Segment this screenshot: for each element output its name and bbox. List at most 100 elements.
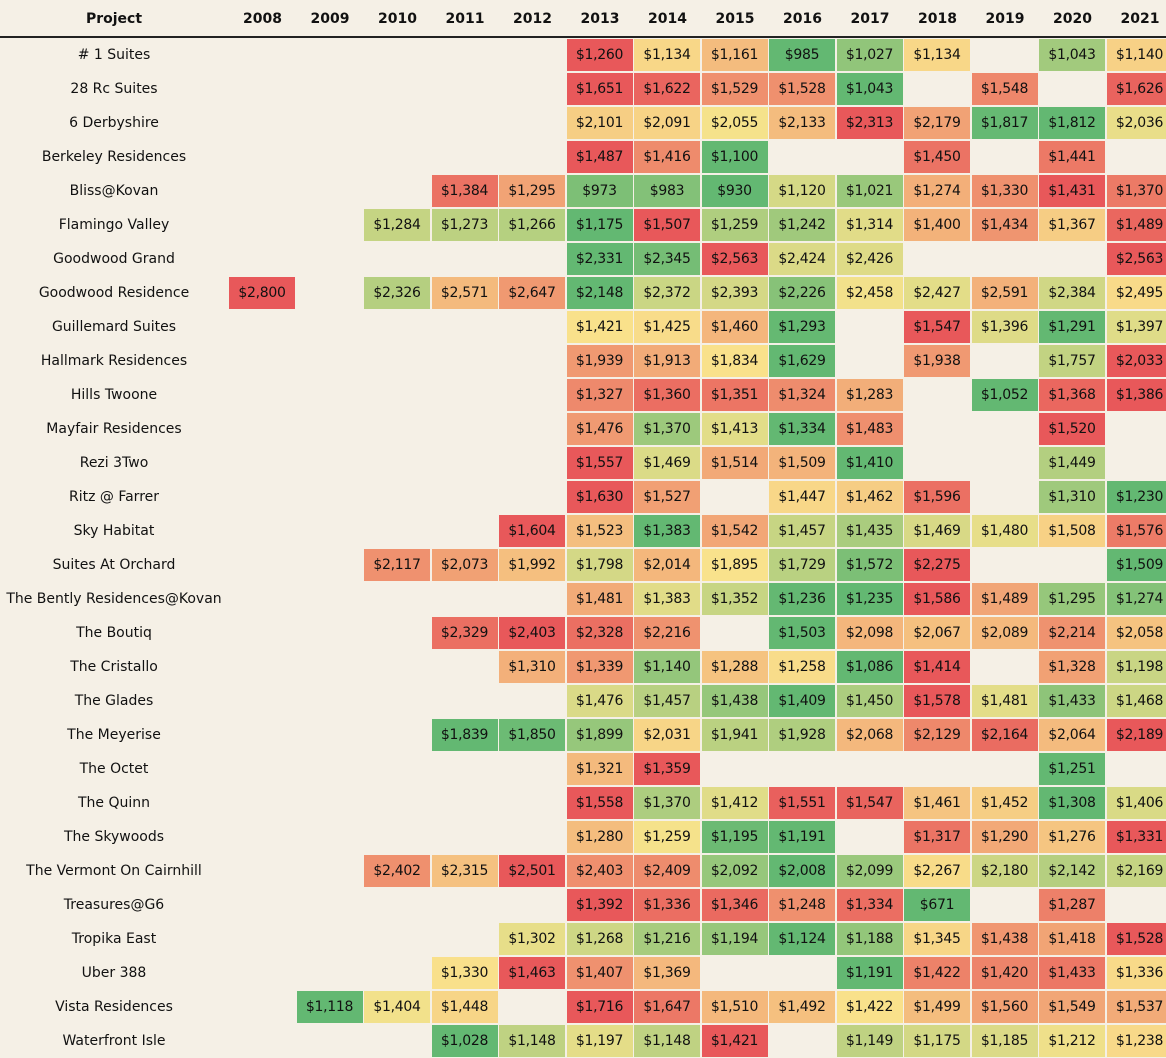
price-cell: $1,547 bbox=[904, 311, 970, 343]
price-cell: $1,140 bbox=[634, 651, 700, 683]
price-cell: $1,345 bbox=[904, 923, 970, 955]
price-cell: $1,481 bbox=[567, 583, 633, 615]
price-cell: $2,033 bbox=[1107, 345, 1166, 377]
table-row: Waterfront Isle$1,028$1,148$1,197$1,148$… bbox=[0, 1024, 1166, 1058]
price-cell: $1,027 bbox=[837, 39, 903, 71]
price-cell: $1,551 bbox=[769, 787, 835, 819]
price-cell: $1,236 bbox=[769, 583, 835, 615]
price-cell: $2,427 bbox=[904, 277, 970, 309]
price-cell: $1,021 bbox=[837, 175, 903, 207]
table-row: The Skywoods$1,280$1,259$1,195$1,191$1,3… bbox=[0, 820, 1166, 854]
price-cell: $1,938 bbox=[904, 345, 970, 377]
price-cell: $1,383 bbox=[634, 515, 700, 547]
price-cell: $1,086 bbox=[837, 651, 903, 683]
price-cell: $1,509 bbox=[769, 447, 835, 479]
table-row: 28 Rc Suites$1,651$1,622$1,529$1,528$1,0… bbox=[0, 72, 1166, 106]
project-name: The Vermont On Cairnhill bbox=[0, 854, 228, 888]
price-cell: $1,188 bbox=[837, 923, 903, 955]
price-cell: $1,360 bbox=[634, 379, 700, 411]
price-cell: $2,089 bbox=[972, 617, 1038, 649]
price-cell: $1,367 bbox=[1039, 209, 1105, 241]
project-name: Bliss@Kovan bbox=[0, 174, 228, 208]
price-cell: $1,118 bbox=[297, 991, 363, 1023]
price-cell: $1,422 bbox=[904, 957, 970, 989]
price-cell: $1,433 bbox=[1039, 685, 1105, 717]
price-cell: $1,433 bbox=[1039, 957, 1105, 989]
price-cell: $1,352 bbox=[702, 583, 768, 615]
price-cell: $1,406 bbox=[1107, 787, 1166, 819]
price-cell: $2,101 bbox=[567, 107, 633, 139]
project-name: Uber 388 bbox=[0, 956, 228, 990]
table-row: Goodwood Grand$2,331$2,345$2,563$2,424$2… bbox=[0, 242, 1166, 276]
price-cell: $1,330 bbox=[972, 175, 1038, 207]
price-cell: $2,647 bbox=[499, 277, 565, 309]
price-cell: $1,295 bbox=[1039, 583, 1105, 615]
price-cell: $1,368 bbox=[1039, 379, 1105, 411]
price-cell: $1,928 bbox=[769, 719, 835, 751]
price-cell: $1,448 bbox=[432, 991, 498, 1023]
price-cell: $1,409 bbox=[769, 685, 835, 717]
price-cell: $2,036 bbox=[1107, 107, 1166, 139]
price-cell: $1,520 bbox=[1039, 413, 1105, 445]
price-cell: $1,369 bbox=[634, 957, 700, 989]
price-cell: $2,092 bbox=[702, 855, 768, 887]
price-cell: $2,117 bbox=[364, 549, 430, 581]
price-cell: $2,067 bbox=[904, 617, 970, 649]
price-cell: $1,560 bbox=[972, 991, 1038, 1023]
price-cell: $1,288 bbox=[702, 651, 768, 683]
price-cell: $1,161 bbox=[702, 39, 768, 71]
price-cell: $2,800 bbox=[229, 277, 295, 309]
price-cell: $1,558 bbox=[567, 787, 633, 819]
price-cell: $2,068 bbox=[837, 719, 903, 751]
price-cell: $1,212 bbox=[1039, 1025, 1105, 1057]
price-cell: $2,214 bbox=[1039, 617, 1105, 649]
table-row: Sky Habitat$1,604$1,523$1,383$1,542$1,45… bbox=[0, 514, 1166, 548]
price-cell: $1,258 bbox=[769, 651, 835, 683]
price-cell: $1,457 bbox=[634, 685, 700, 717]
price-cell: $1,330 bbox=[432, 957, 498, 989]
price-cell: $2,403 bbox=[499, 617, 565, 649]
price-cell: $2,267 bbox=[904, 855, 970, 887]
price-cell: $2,563 bbox=[702, 243, 768, 275]
project-name: Waterfront Isle bbox=[0, 1024, 228, 1058]
price-cell: $1,370 bbox=[634, 787, 700, 819]
price-cell: $1,359 bbox=[634, 753, 700, 785]
price-cell: $2,403 bbox=[567, 855, 633, 887]
price-cell: $2,591 bbox=[972, 277, 1038, 309]
price-cell: $1,992 bbox=[499, 549, 565, 581]
price-cell: $1,280 bbox=[567, 821, 633, 853]
price-cell: $985 bbox=[769, 39, 835, 71]
price-cell: $1,576 bbox=[1107, 515, 1166, 547]
price-cell: $2,384 bbox=[1039, 277, 1105, 309]
year-header: 2010 bbox=[364, 0, 431, 36]
price-cell: $1,899 bbox=[567, 719, 633, 751]
price-cell: $1,626 bbox=[1107, 73, 1166, 105]
price-cell: $1,449 bbox=[1039, 447, 1105, 479]
price-cell: $1,290 bbox=[972, 821, 1038, 853]
price-cell: $1,895 bbox=[702, 549, 768, 581]
price-cell: $1,324 bbox=[769, 379, 835, 411]
price-cell: $1,383 bbox=[634, 583, 700, 615]
price-cell: $1,499 bbox=[904, 991, 970, 1023]
price-cell: $1,314 bbox=[837, 209, 903, 241]
table-row: # 1 Suites$1,260$1,134$1,161$985$1,027$1… bbox=[0, 38, 1166, 72]
price-cell: $1,328 bbox=[1039, 651, 1105, 683]
price-cell: $2,571 bbox=[432, 277, 498, 309]
year-header: 2009 bbox=[297, 0, 364, 36]
table-row: Hallmark Residences$1,939$1,913$1,834$1,… bbox=[0, 344, 1166, 378]
price-cell: $1,276 bbox=[1039, 821, 1105, 853]
price-cell: $1,629 bbox=[769, 345, 835, 377]
project-name: Suites At Orchard bbox=[0, 548, 228, 582]
price-cell: $1,339 bbox=[567, 651, 633, 683]
table-row: The Boutiq$2,329$2,403$2,328$2,216$1,503… bbox=[0, 616, 1166, 650]
table-row: Ritz @ Farrer$1,630$1,527$1,447$1,462$1,… bbox=[0, 480, 1166, 514]
price-cell: $1,404 bbox=[364, 991, 430, 1023]
price-cell: $1,274 bbox=[1107, 583, 1166, 615]
price-cell: $1,334 bbox=[837, 889, 903, 921]
price-cell: $1,386 bbox=[1107, 379, 1166, 411]
project-name: Berkeley Residences bbox=[0, 140, 228, 174]
table-row: Rezi 3Two$1,557$1,469$1,514$1,509$1,410$… bbox=[0, 446, 1166, 480]
price-cell: $1,268 bbox=[567, 923, 633, 955]
project-name: The Boutiq bbox=[0, 616, 228, 650]
price-cell: $1,425 bbox=[634, 311, 700, 343]
